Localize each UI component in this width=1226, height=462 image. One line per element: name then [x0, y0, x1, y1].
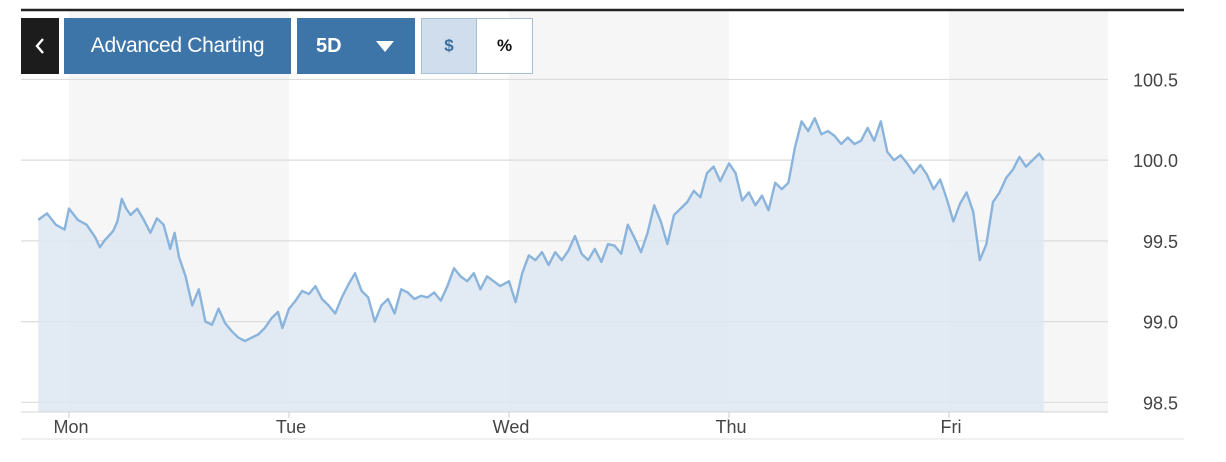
x-tick-label: Wed — [493, 417, 530, 437]
range-selected-label: 5D — [316, 34, 342, 57]
y-tick-label: 99.0 — [1143, 313, 1178, 333]
caret-down-icon — [375, 40, 394, 52]
x-tick-label: Thu — [715, 417, 746, 437]
y-tick-label: 100.0 — [1133, 151, 1178, 171]
back-button[interactable] — [21, 18, 59, 74]
price-line — [37, 117, 1045, 343]
x-tick-label: Mon — [53, 417, 88, 437]
y-tick-label: 99.5 — [1143, 232, 1178, 252]
chart-toolbar: Advanced Charting 5D $ % — [21, 18, 533, 74]
percent-mode-button[interactable]: % — [477, 19, 532, 73]
x-tick-label: Fri — [941, 417, 962, 437]
dollar-mode-button[interactable]: $ — [422, 19, 477, 73]
range-dropdown[interactable]: 5D — [297, 18, 415, 74]
y-axis-ticks: 98.5 99.0 99.5 100.0 100.5 — [1133, 70, 1178, 413]
y-tick-label: 98.5 — [1143, 393, 1178, 413]
y-tick-label: 100.5 — [1133, 70, 1178, 90]
value-mode-toggle: $ % — [421, 18, 533, 74]
x-axis-ticks: Mon Tue Wed Thu Fri — [53, 412, 962, 437]
chevron-left-icon — [35, 38, 44, 54]
advanced-charting-button[interactable]: Advanced Charting — [64, 18, 291, 74]
price-area-fill — [38, 118, 1044, 412]
x-tick-label: Tue — [276, 417, 306, 437]
